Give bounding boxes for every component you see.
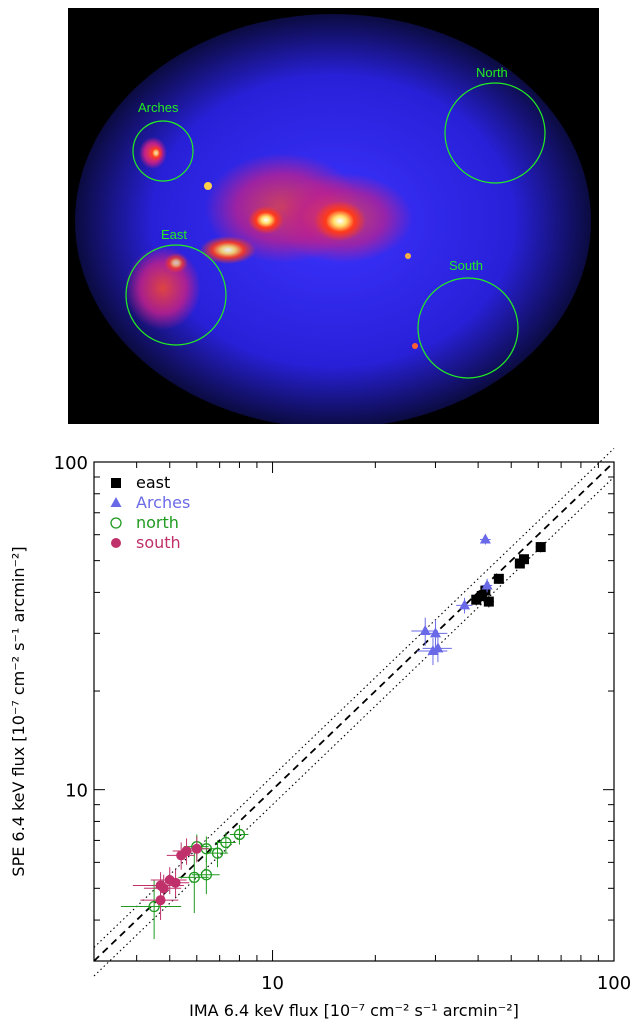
data-point-south [164,875,175,886]
plot-frame [93,461,615,962]
data-point-north [211,847,224,859]
data-point-south [191,843,202,854]
data-point-east [535,542,546,553]
x-tick-label: 100 [597,973,631,994]
legend-label-north: north [136,513,179,532]
data-point-east [493,573,504,584]
data-point-east [483,596,494,607]
series-arches [411,533,493,666]
data-point-south [155,895,166,906]
axis-ticks [93,461,615,962]
legend-marker-arches [110,497,122,507]
reference-line-dotted [93,448,615,948]
data-point-south [155,880,166,891]
y-tick-label: 100 [54,453,88,474]
region-circles [125,82,546,379]
series-east [470,541,546,608]
y-tick-label: 10 [65,781,88,802]
data-point-north [200,843,213,855]
reference-line-dashed [93,461,615,962]
data-point-north [191,841,203,853]
data-point-arches [481,579,493,590]
data-point-arches [432,642,444,653]
data-point-arches [459,599,471,610]
x-axis-label: IMA 6.4 keV flux [10⁻⁷ cm⁻² s⁻¹ arcmin⁻²… [189,1001,519,1020]
data-point-south [176,850,187,861]
series-south [132,836,209,921]
legend-label-arches: Arches [136,493,190,512]
y-axis-label: SPE 6.4 keV flux [10⁻⁷ cm⁻² s⁻¹ arcmin⁻²… [9,546,28,876]
data-point-north [200,869,213,881]
region-south-circle [417,277,519,379]
region-label-east: East [161,227,187,242]
data-point-south [181,845,192,856]
data-point-arches [427,644,439,655]
region-label-north: North [476,65,508,80]
x-tick-label: 10 [261,973,284,994]
data-point-east [471,594,482,605]
reference-line-dotted [93,476,615,977]
data-point-east [514,558,525,569]
data-point-east [476,590,487,601]
data-point-arches [419,624,431,635]
data-point-south [158,883,169,894]
data-point-east [480,585,491,596]
xray-image-panel: Arches North East South [68,8,599,424]
legend-marker-east [111,478,121,488]
region-arches-circle [132,120,194,182]
data-point-east [518,554,529,565]
region-label-arches: Arches [138,100,179,115]
legend-marker-south [111,538,121,548]
emission-blobs [125,137,418,349]
region-label-south: South [449,258,483,273]
data-point-north [220,836,232,849]
legend-label-south: south [136,533,181,552]
region-north-circle [444,82,546,184]
data-point-north [233,828,246,841]
region-east-circle [125,244,227,346]
legend-marker-north [110,517,122,529]
data-point-north [188,871,200,884]
series-north [121,825,249,940]
data-point-arches [429,627,441,638]
data-point-north [148,900,160,913]
legend-label-east: east [136,473,170,492]
data-point-south [170,877,181,888]
data-point-arches [479,533,491,544]
